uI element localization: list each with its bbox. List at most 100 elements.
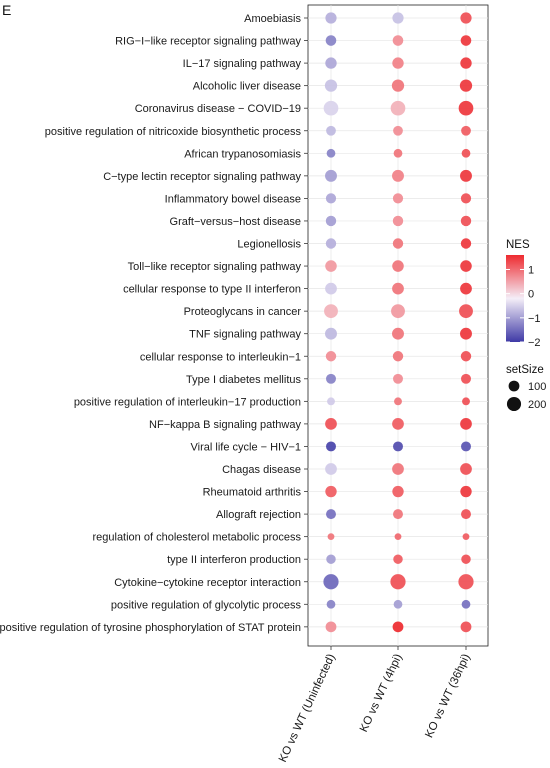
y-tick-label: African trypanosomiasis xyxy=(184,148,301,160)
data-point xyxy=(460,238,472,249)
y-tick-label: TNF signaling pathway xyxy=(189,329,301,341)
data-point xyxy=(392,327,404,340)
y-tick-label: Graft−versus−host disease xyxy=(170,216,301,228)
data-point xyxy=(324,79,338,92)
panel-label: E xyxy=(2,2,11,18)
data-point xyxy=(325,351,337,362)
data-point xyxy=(460,463,472,475)
data-point xyxy=(325,418,337,430)
data-point xyxy=(326,125,336,136)
data-point xyxy=(393,373,403,384)
data-point xyxy=(393,554,403,564)
data-point xyxy=(460,35,472,46)
nes-legend-label: 0 xyxy=(528,289,534,301)
y-tick-label: Coronavirus disease − COVID−19 xyxy=(135,103,301,115)
y-tick-label: RIG−I−like receptor signaling pathway xyxy=(115,36,301,48)
data-point xyxy=(325,193,337,204)
data-point xyxy=(460,418,472,430)
data-point xyxy=(460,57,472,69)
data-point xyxy=(325,282,337,295)
data-point xyxy=(325,260,337,272)
data-point xyxy=(459,304,473,319)
data-point xyxy=(392,238,404,249)
data-point xyxy=(325,621,337,633)
y-tick-label: Toll−like receptor signaling pathway xyxy=(128,261,302,273)
y-tick-label: positive regulation of glycolytic proces… xyxy=(111,599,302,611)
y-tick-label: cellular response to type II interferon xyxy=(123,284,301,296)
data-point xyxy=(326,441,336,452)
data-point xyxy=(392,193,404,204)
y-tick-label: Allograft rejection xyxy=(216,509,301,521)
data-point xyxy=(460,193,472,204)
data-point xyxy=(325,12,337,24)
data-point xyxy=(394,397,402,406)
data-point xyxy=(392,12,404,24)
data-point xyxy=(323,100,339,116)
data-point xyxy=(327,533,335,541)
data-point xyxy=(459,79,473,92)
data-point xyxy=(391,304,405,319)
data-points xyxy=(323,12,474,633)
data-point xyxy=(392,215,404,227)
x-tick-label: KO vs WT (36hpi) xyxy=(423,652,472,740)
y-tick-label: NF−kappa B signaling pathway xyxy=(149,419,301,431)
y-tick-label: Legionellosis xyxy=(237,239,301,251)
y-tick-label: Alcoholic liver disease xyxy=(193,81,301,93)
data-point xyxy=(392,463,404,475)
data-point xyxy=(460,169,472,182)
y-axis-labels: Amoebiasis RIG−I−like receptor signaling … xyxy=(0,13,308,634)
data-point xyxy=(392,169,404,182)
data-point xyxy=(392,351,404,362)
data-point xyxy=(325,327,337,340)
nes-legend-label: 1 xyxy=(528,265,534,277)
y-tick-label: Chagas disease xyxy=(222,464,301,476)
y-tick-label: regulation of cholesterol metabolic proc… xyxy=(92,532,301,544)
data-point xyxy=(325,169,337,182)
y-tick-label: Type I diabetes mellitus xyxy=(186,374,301,386)
data-point xyxy=(326,554,336,564)
data-point xyxy=(461,125,471,136)
data-point xyxy=(327,397,335,406)
data-point xyxy=(392,35,404,46)
nes-color-legend: NES 1 0 −1 −2 xyxy=(506,239,541,349)
y-tick-label: positive regulation of interleukin−17 pr… xyxy=(74,396,301,408)
y-tick-label: cellular response to interleukin−1 xyxy=(140,351,301,363)
data-point xyxy=(325,485,337,498)
x-axis-labels: KO vs WT (Uninfected) KO vs WT (4hpi) KO v… xyxy=(277,646,473,764)
data-point xyxy=(325,238,337,249)
data-point xyxy=(392,418,404,430)
setsize-legend: setSize 100 200 xyxy=(506,364,546,412)
setsize-legend-dot xyxy=(506,396,522,412)
data-point xyxy=(393,599,403,609)
data-point xyxy=(392,260,404,272)
data-point xyxy=(460,282,472,295)
y-tick-label: IL−17 signaling pathway xyxy=(183,58,302,70)
data-point xyxy=(326,509,336,520)
nes-legend-label: −2 xyxy=(528,337,541,349)
data-point xyxy=(460,351,472,362)
y-tick-label: positive regulation of nitricoxide biosy… xyxy=(45,126,302,138)
data-point xyxy=(461,148,471,158)
data-point xyxy=(323,574,339,590)
data-point xyxy=(460,260,472,272)
data-point xyxy=(326,148,336,158)
setsize-legend-label: 200 xyxy=(528,399,546,411)
nes-colorbar xyxy=(506,255,524,342)
data-point xyxy=(392,57,404,69)
data-point xyxy=(390,100,406,116)
data-point xyxy=(393,148,403,158)
data-point xyxy=(324,304,338,319)
data-point xyxy=(392,282,404,295)
data-point xyxy=(326,599,336,609)
data-point xyxy=(394,533,402,541)
data-point xyxy=(462,397,470,406)
y-tick-label: Proteoglycans in cancer xyxy=(184,306,302,318)
nes-legend-label: −1 xyxy=(528,313,541,325)
setsize-legend-label: 100 xyxy=(528,381,546,393)
data-point xyxy=(461,554,471,564)
y-tick-label: Amoebiasis xyxy=(244,13,301,25)
y-tick-label: type II interferon production xyxy=(167,554,301,566)
setsize-legend-title: setSize xyxy=(506,364,544,376)
